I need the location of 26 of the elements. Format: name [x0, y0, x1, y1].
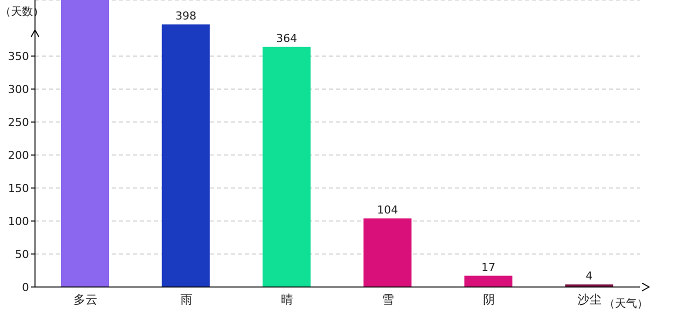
- y-tick-label: 250: [8, 116, 29, 129]
- data-label: 17: [481, 260, 496, 274]
- bar: [162, 24, 210, 287]
- y-axis-title: （天数）: [0, 4, 44, 19]
- bar: [61, 0, 109, 287]
- x-tick-label: 雨: [180, 292, 192, 307]
- bar: [262, 46, 311, 287]
- y-tick-label: 300: [8, 82, 29, 96]
- y-tick-label: 50: [15, 248, 29, 261]
- x-tick-label: 沙尘: [578, 292, 602, 307]
- bar: [364, 218, 412, 287]
- x-tick-label: 阴: [482, 292, 495, 307]
- y-tick-label: 150: [8, 182, 29, 195]
- x-axis-title: （天气）: [604, 296, 648, 311]
- x-tick-label: 多云: [73, 292, 98, 307]
- x-tick-label: 晴: [281, 292, 294, 307]
- y-tick-label: 350: [8, 50, 29, 63]
- data-label: 104: [377, 203, 398, 216]
- x-tick-label: 雪: [382, 292, 394, 307]
- data-label: 398: [175, 9, 196, 22]
- y-tick-label: 0: [22, 280, 29, 294]
- data-label: 364: [276, 32, 298, 45]
- y-tick-label: 100: [8, 214, 29, 228]
- bar: [464, 276, 512, 287]
- y-tick-label: 200: [8, 148, 29, 162]
- data-label: 4: [586, 269, 593, 282]
